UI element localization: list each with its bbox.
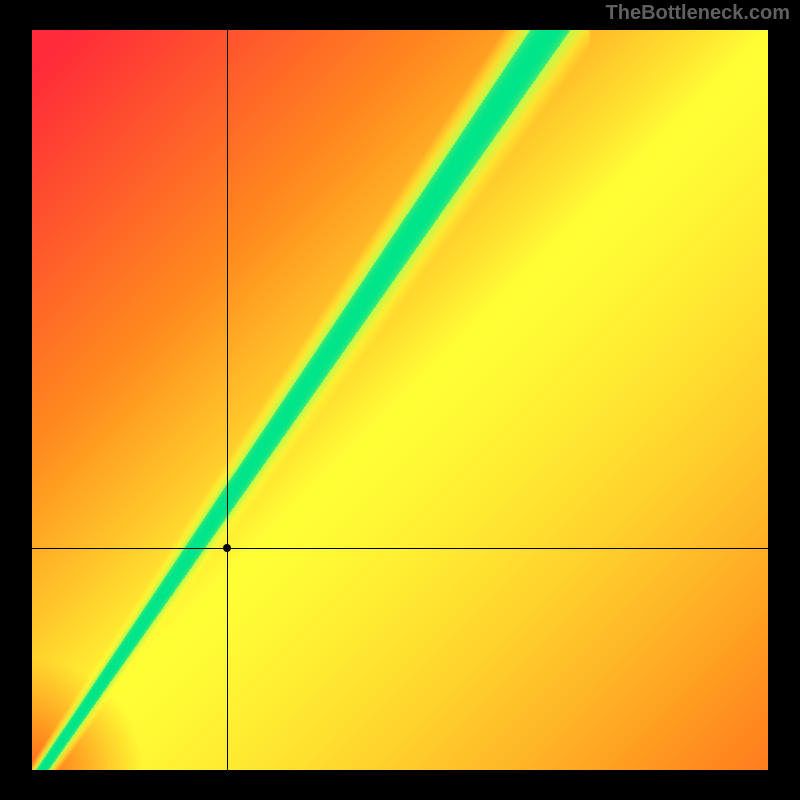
- crosshair-point: [223, 544, 231, 552]
- crosshair-horizontal: [32, 548, 768, 549]
- heatmap-canvas: [32, 30, 768, 770]
- heatmap-plot-area: [32, 30, 768, 770]
- watermark-text: TheBottleneck.com: [606, 2, 790, 25]
- crosshair-vertical: [227, 30, 228, 770]
